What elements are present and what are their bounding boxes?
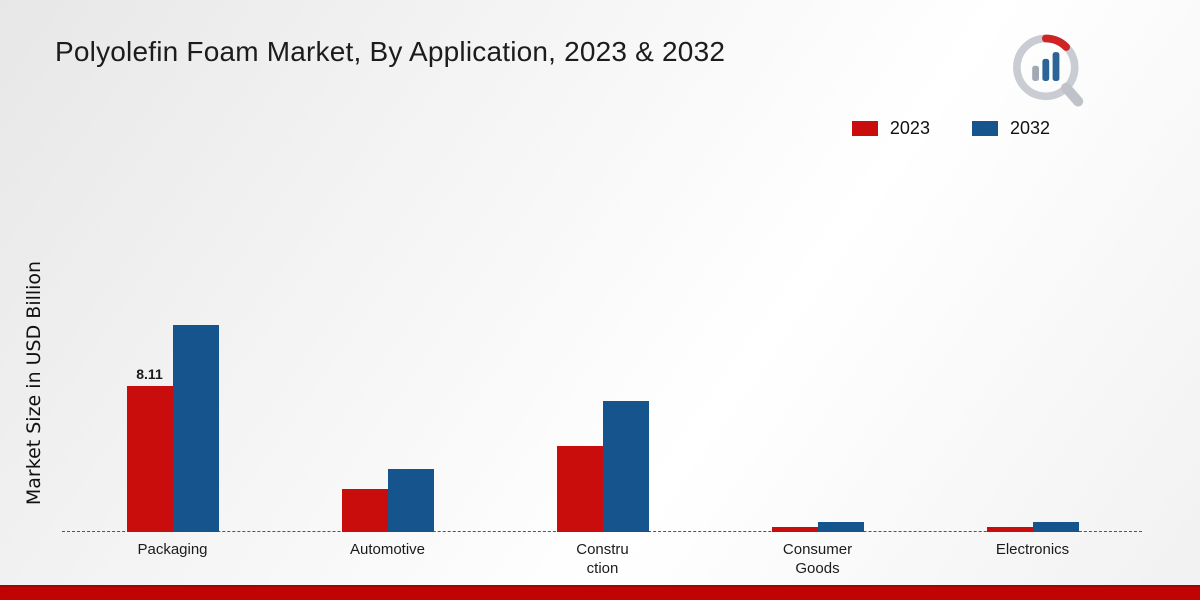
y-axis-label: Market Size in USD Billion [23,260,45,506]
bar-2023: 8.11 [126,366,173,532]
bar-group: Automotive [280,469,495,558]
legend: 2023 2032 [851,118,1050,139]
plot-area: 8.11 Packaging Automotive Constru ction Cons… [65,272,1140,577]
category-label: Constru ction [576,541,629,577]
category-label: Packaging [137,541,208,558]
legend-item-2032: 2032 [971,118,1050,139]
bar-group: Consumer Goods [710,522,925,577]
bar-2032 [387,469,434,532]
category-label: Automotive [349,541,426,558]
legend-label-2023: 2023 [889,118,930,138]
bar-group: 8.11 Packaging [65,325,280,558]
legend-label-2032: 2032 [1009,118,1050,138]
bar-group: Electronics [925,522,1140,558]
legend-swatch-2023 [851,121,878,136]
bar-2032 [1032,522,1079,532]
bar-2023 [556,445,603,532]
bar-2023 [986,526,1033,532]
bar-2023 [771,526,818,532]
bar-2032 [172,325,219,532]
value-label: 8.11 [136,366,163,383]
legend-swatch-2032 [971,121,998,136]
chart-title: Polyolefin Foam Market, By Application, … [55,36,726,67]
bar-group: Constru ction [495,400,710,577]
bar-2032 [602,400,649,532]
bar-2032 [817,522,864,532]
bar-2023 [341,488,388,532]
footer-stripe [0,585,1200,600]
category-label: Electronics [995,541,1070,558]
category-label: Consumer Goods [782,541,853,577]
brand-logo-icon [1013,34,1084,107]
legend-item-2023: 2023 [851,118,930,139]
